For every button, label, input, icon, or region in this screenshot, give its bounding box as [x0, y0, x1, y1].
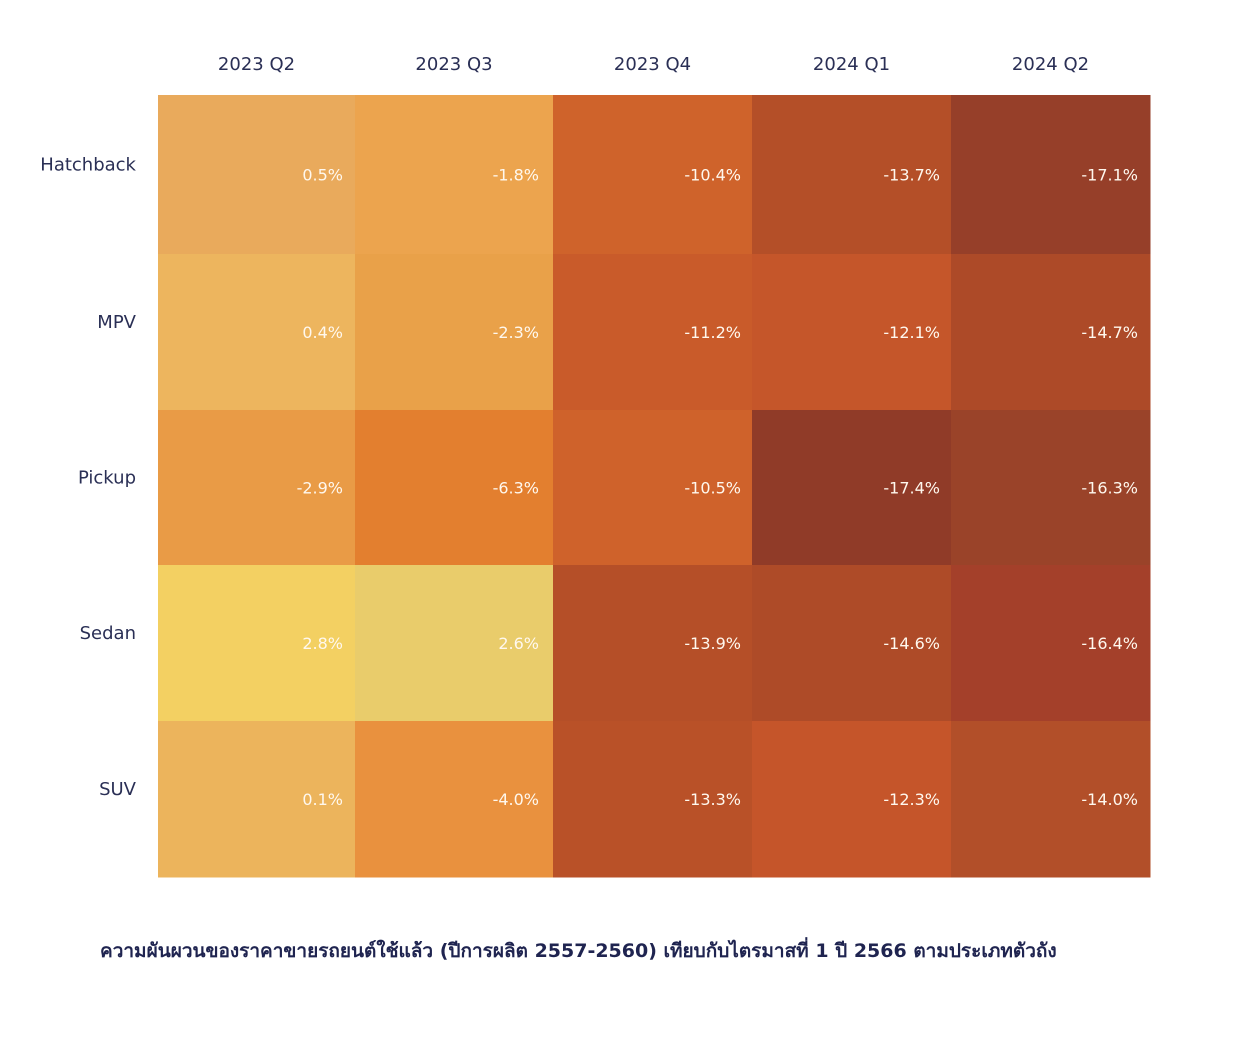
cell-value-label: -11.2%	[684, 323, 741, 342]
column-labels: 2023 Q2 2023 Q3 2023 Q4 2024 Q1 2024 Q2	[218, 54, 1089, 75]
cell-value-label: -4.0%	[493, 790, 539, 809]
heatmap-cell	[355, 721, 554, 878]
cell-value-label: -14.0%	[1081, 790, 1138, 809]
heatmap-cell	[355, 254, 554, 411]
heatmap-cell	[158, 95, 356, 255]
cell-value-label: -10.4%	[684, 166, 741, 185]
cell-value-label: 2.6%	[498, 634, 539, 653]
heatmap-cell	[752, 95, 952, 255]
cell-value-label: 2.8%	[302, 634, 343, 653]
heatmap-cell	[752, 410, 952, 566]
cell-value-label: -13.9%	[684, 634, 741, 653]
cell-value-label: -1.8%	[493, 166, 539, 185]
cell-value-label: -6.3%	[493, 479, 539, 498]
cell-value-label: -12.3%	[883, 790, 940, 809]
cell-value-label: 0.1%	[302, 790, 343, 809]
heatmap-cell	[752, 565, 952, 722]
heatmap-cell	[553, 565, 753, 722]
row-labels: Hatchback MPV Pickup Sedan SUV	[40, 155, 136, 801]
heatmap-cells	[158, 95, 1151, 878]
heatmap-cell	[951, 254, 1151, 411]
heatmap-cell	[553, 95, 753, 255]
heatmap-cell	[158, 565, 356, 722]
heatmap-cell	[553, 254, 753, 411]
heatmap-cell	[553, 410, 753, 566]
row-label: MPV	[97, 312, 136, 333]
heatmap-cell	[355, 410, 554, 566]
column-label: 2023 Q4	[614, 54, 691, 75]
heatmap-cell	[951, 95, 1151, 255]
column-label: 2024 Q1	[813, 54, 890, 75]
cell-value-label: 0.4%	[302, 323, 343, 342]
heatmap-cell	[355, 565, 554, 722]
cell-value-labels: 0.5% -1.8% -10.4% -13.7% -17.1% 0.4% -2.3% -11.…	[297, 166, 1138, 810]
cell-value-label: -16.3%	[1081, 479, 1138, 498]
row-label: SUV	[99, 779, 137, 800]
column-label: 2024 Q2	[1012, 54, 1089, 75]
heatmap-cell	[553, 721, 753, 878]
heatmap-cell	[158, 410, 356, 566]
cell-value-label: -13.7%	[883, 166, 940, 185]
cell-value-label: -12.1%	[883, 323, 940, 342]
heatmap-cell	[158, 254, 356, 411]
row-label: Sedan	[80, 623, 136, 644]
cell-value-label: 0.5%	[302, 166, 343, 185]
cell-value-label: -2.9%	[297, 479, 343, 498]
cell-value-label: -10.5%	[684, 479, 741, 498]
cell-value-label: -2.3%	[493, 323, 539, 342]
heatmap-cell	[951, 565, 1151, 722]
cell-value-label: -14.7%	[1081, 323, 1138, 342]
chart-caption: ความผันผวนของราคาขายรถยนต์ใช้แล้ว (ปีการ…	[100, 940, 1057, 962]
heatmap-cell	[752, 721, 952, 878]
heatmap-cell	[752, 254, 952, 411]
cell-value-label: -17.1%	[1081, 166, 1138, 185]
heatmap-cell	[951, 721, 1151, 878]
cell-value-label: -13.3%	[684, 790, 741, 809]
heatmap-cell	[158, 721, 356, 878]
row-label: Pickup	[78, 468, 136, 489]
cell-value-label: -14.6%	[883, 634, 940, 653]
row-label: Hatchback	[40, 155, 136, 176]
cell-value-label: -16.4%	[1081, 634, 1138, 653]
heatmap-cell	[355, 95, 554, 255]
cell-value-label: -17.4%	[883, 479, 940, 498]
column-label: 2023 Q3	[415, 54, 492, 75]
heatmap-chart: 2023 Q2 2023 Q3 2023 Q4 2024 Q1 2024 Q2 Hatc…	[40, 54, 1151, 878]
heatmap-cell	[951, 410, 1151, 566]
column-label: 2023 Q2	[218, 54, 295, 75]
